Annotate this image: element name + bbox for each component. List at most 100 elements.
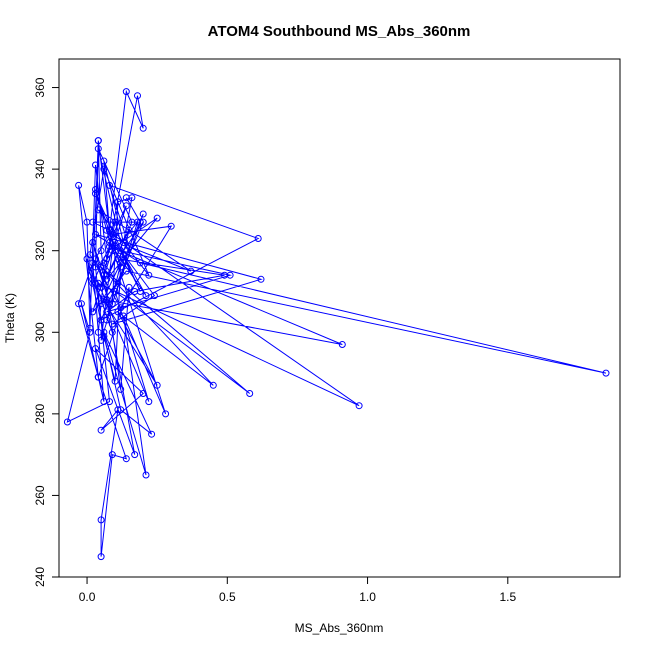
data-point [246, 390, 254, 397]
data-point [114, 279, 122, 287]
data-point [89, 239, 97, 246]
data-point [120, 239, 127, 246]
data-point [97, 553, 105, 561]
data-point [89, 218, 97, 226]
data-point [167, 222, 175, 230]
data-point [117, 385, 125, 393]
data-point [92, 186, 99, 193]
data-point [97, 247, 105, 255]
data-point [117, 247, 125, 255]
x-tick-label: 1.5 [499, 590, 516, 604]
y-tick-label: 320 [33, 240, 47, 260]
data-point [106, 181, 113, 189]
data-point [136, 259, 144, 267]
data-point [111, 288, 119, 295]
data-point [77, 300, 85, 308]
data-point [122, 267, 130, 275]
data-point [254, 235, 262, 242]
data-point [108, 451, 116, 459]
data-point [139, 390, 147, 397]
data-point [187, 267, 195, 275]
data-point [97, 300, 105, 308]
data-point [131, 451, 139, 459]
data-point [122, 455, 130, 463]
data-point [226, 271, 234, 279]
data-point [63, 418, 71, 426]
data-point [125, 283, 133, 291]
data-point [100, 165, 108, 173]
data-point [209, 381, 217, 389]
data-point [100, 328, 108, 336]
y-tick-label: 240 [33, 567, 47, 587]
data-point [75, 181, 83, 189]
y-tick-label: 360 [33, 77, 47, 97]
data-point [92, 345, 99, 353]
data-point [94, 373, 102, 381]
data-point [86, 324, 94, 332]
x-tick-label: 1.0 [359, 590, 376, 604]
y-tick-label: 340 [33, 159, 47, 179]
data-point [108, 328, 116, 336]
data-point [103, 296, 111, 304]
data-point [97, 516, 105, 524]
data-point [94, 206, 102, 214]
plot-frame [58, 58, 621, 578]
y-tick-label: 260 [33, 485, 47, 505]
x-axis-label: MS_Abs_360nm [295, 621, 384, 635]
data-point [97, 426, 105, 434]
data-point [103, 308, 111, 316]
data-point [125, 226, 133, 234]
data-point [145, 271, 153, 279]
data-point [83, 255, 91, 263]
y-tick-label: 280 [33, 404, 47, 424]
data-point [117, 259, 125, 267]
series-layer [63, 88, 610, 561]
data-point [602, 369, 610, 377]
y-axis-label: Theta (K) [3, 293, 17, 343]
data-point [111, 218, 119, 226]
data-point [114, 406, 122, 414]
data-point [94, 137, 102, 145]
data-point [120, 312, 127, 320]
data-point [125, 243, 133, 251]
data-point [92, 263, 99, 271]
data-point [92, 279, 99, 287]
data-point [128, 218, 136, 226]
data-point [106, 226, 113, 234]
data-point [142, 292, 150, 300]
data-point [355, 402, 363, 410]
data-point [148, 430, 156, 438]
data-point [145, 398, 153, 406]
data-point [122, 194, 130, 202]
data-point [122, 88, 130, 96]
series-line [66, 89, 607, 557]
data-point [108, 320, 116, 328]
data-point [338, 341, 346, 348]
x-tick-label: 0.0 [79, 590, 96, 604]
data-point [106, 239, 113, 246]
data-point [86, 328, 94, 336]
chart-title: ATOM4 Southbound MS_Abs_360nm [208, 23, 471, 40]
data-point [94, 145, 102, 153]
data-point [97, 316, 105, 324]
data-point [257, 275, 265, 283]
data-point [92, 190, 99, 198]
data-point [122, 202, 130, 210]
data-point [89, 308, 97, 316]
data-point [131, 288, 139, 295]
data-point [103, 275, 111, 283]
y-axis: 240 260 280 300 320 340 360 [33, 77, 60, 587]
y-tick-label: 300 [33, 322, 47, 342]
data-point [150, 292, 158, 300]
data-point [94, 279, 102, 287]
data-point [92, 161, 99, 169]
data-point [153, 214, 161, 222]
data-point [106, 243, 113, 251]
data-point [103, 226, 111, 234]
data-point [111, 377, 119, 385]
data-point [114, 198, 122, 206]
data-point [100, 157, 108, 165]
data-point [103, 255, 111, 263]
data-point [139, 124, 147, 132]
